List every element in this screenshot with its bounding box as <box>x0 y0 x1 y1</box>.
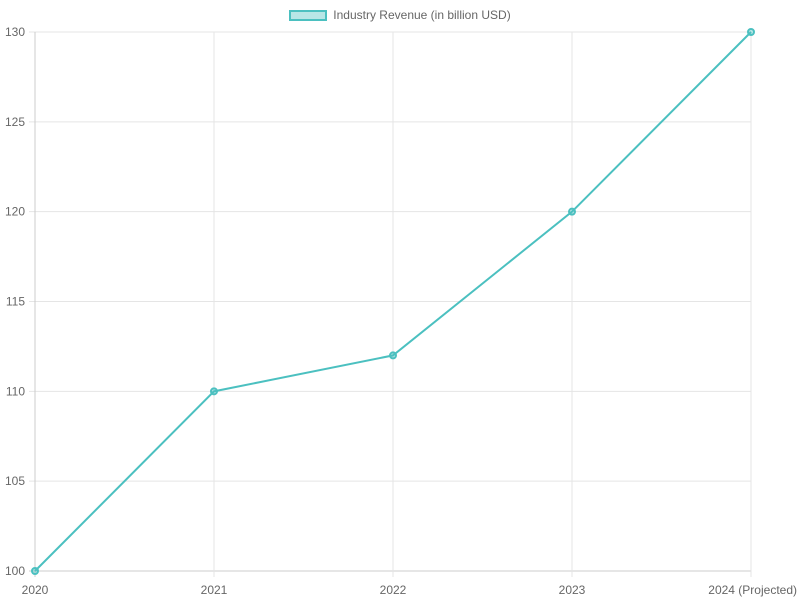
y-tick-label: 120 <box>5 205 25 219</box>
y-axis: 100 105 110 115 120 125 130 <box>5 25 25 578</box>
data-point[interactable] <box>210 387 218 396</box>
chart-legend[interactable]: Industry Revenue (in billion USD) <box>0 8 800 22</box>
legend-label: Industry Revenue (in billion USD) <box>333 8 511 22</box>
x-tick-label: 2021 <box>201 583 228 597</box>
y-tick-label: 130 <box>5 25 25 39</box>
x-tick-label: 2022 <box>380 583 407 597</box>
y-tick-label: 105 <box>5 474 25 488</box>
data-point[interactable] <box>747 28 755 36</box>
y-tick-label: 100 <box>5 564 25 578</box>
data-point[interactable] <box>31 567 39 575</box>
series-line <box>34 31 752 572</box>
y-tick-label: 115 <box>6 295 25 309</box>
y-tick-label: 125 <box>5 115 25 129</box>
legend-swatch <box>289 9 328 21</box>
data-point[interactable] <box>389 351 397 360</box>
x-tick-label: 2024 (Projected) <box>708 583 797 597</box>
data-point[interactable] <box>568 207 576 216</box>
grid-lines <box>29 31 752 577</box>
x-tick-label: 2023 <box>559 583 586 597</box>
data-points[interactable] <box>31 28 755 575</box>
x-tick-label: 2020 <box>22 583 49 597</box>
x-axis: 2020 2021 2022 2023 2024 (Projected) <box>22 583 797 597</box>
y-tick-label: 110 <box>6 384 25 398</box>
